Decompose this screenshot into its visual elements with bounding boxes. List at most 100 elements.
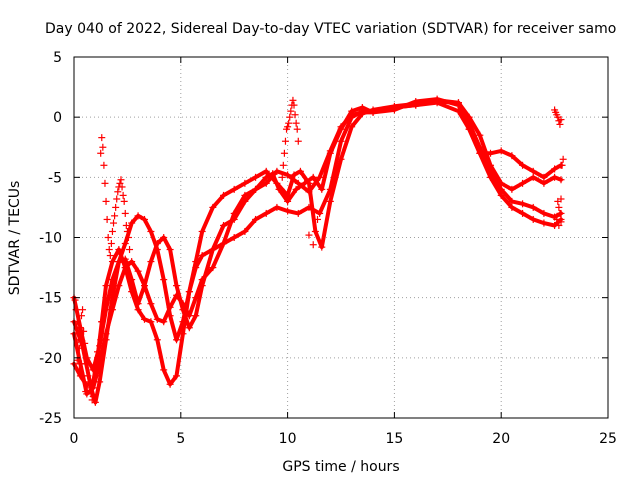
data-point [508, 203, 516, 211]
data-point [179, 306, 187, 314]
y-tick-label: 0 [53, 110, 62, 126]
data-point [529, 203, 537, 211]
data-point [75, 366, 83, 374]
plot-frame [73, 56, 609, 419]
data-point [497, 191, 505, 199]
data-point [497, 147, 505, 155]
data-point [118, 183, 126, 191]
data-point [166, 246, 174, 254]
data-point [147, 227, 155, 235]
data-point [230, 215, 238, 223]
data-point [487, 167, 495, 175]
data-point [98, 318, 106, 326]
data-point [540, 173, 548, 181]
data-point [97, 336, 105, 344]
data-point [121, 264, 129, 272]
data-point [116, 179, 124, 187]
data-point [121, 255, 129, 263]
data-point [465, 113, 473, 121]
data-point [241, 191, 249, 199]
data-point [88, 396, 96, 404]
data-point [128, 258, 136, 266]
data-point [179, 318, 187, 326]
data-point [529, 167, 537, 175]
data-point [348, 111, 356, 119]
data-point [117, 176, 125, 184]
data-point [124, 234, 132, 241]
data-point [230, 209, 238, 217]
data-point [293, 125, 301, 133]
data-point [412, 101, 420, 109]
data-point [160, 234, 168, 241]
data-point [284, 191, 292, 199]
data-point [285, 119, 293, 127]
data-point [91, 366, 99, 374]
data-point [123, 227, 131, 235]
y-axis-label: SDTVAR / TECUs [7, 181, 23, 296]
data-point [273, 167, 281, 175]
data-point [309, 173, 317, 181]
data-point [105, 246, 113, 254]
data-point [115, 258, 123, 266]
data-point [102, 282, 110, 290]
data-point [108, 258, 116, 266]
data-point [122, 221, 130, 229]
data-point [128, 219, 136, 227]
data-point [348, 123, 356, 131]
data-point [110, 219, 118, 227]
data-point [192, 258, 200, 266]
data-point [294, 179, 302, 187]
data-point [497, 179, 505, 187]
data-point [80, 327, 88, 335]
x-tick-label: 25 [599, 431, 617, 447]
data-point [309, 241, 317, 249]
data-point [126, 246, 134, 254]
data-point [390, 104, 398, 112]
data-point [273, 203, 281, 211]
data-point [296, 167, 304, 175]
data-point [519, 209, 527, 217]
data-point [454, 107, 462, 115]
series-line-trace-4 [72, 99, 563, 396]
data-point [102, 197, 110, 205]
data-point [104, 234, 112, 241]
data-point [508, 152, 516, 160]
data-point [92, 372, 100, 380]
data-point [326, 197, 334, 205]
data-point [96, 342, 104, 350]
data-point [294, 209, 302, 217]
data-point [318, 243, 326, 251]
data-point [290, 101, 298, 109]
data-point [553, 215, 561, 223]
data-point [557, 116, 565, 124]
data-point [102, 330, 110, 338]
data-point [97, 149, 105, 157]
data-point [230, 185, 238, 193]
data-point [86, 384, 94, 392]
data-point [529, 173, 537, 181]
data-point [284, 123, 292, 131]
data-point [262, 209, 270, 217]
data-point [96, 348, 104, 356]
data-point [540, 219, 548, 227]
data-point [121, 209, 129, 217]
data-point [252, 173, 260, 181]
data-point [134, 306, 142, 314]
data-point [115, 282, 123, 290]
data-point [147, 318, 155, 326]
data-point [134, 300, 142, 308]
data-point [291, 111, 299, 119]
data-point [292, 185, 300, 193]
data-point [198, 276, 206, 284]
data-point [166, 380, 174, 388]
x-tick-label: 5 [176, 431, 185, 447]
x-tick-label: 10 [279, 431, 297, 447]
data-point [314, 215, 322, 223]
data-point [519, 161, 527, 169]
data-point [95, 354, 103, 362]
data-point [140, 315, 148, 323]
data-point [476, 149, 484, 157]
data-point [209, 264, 217, 272]
data-point [153, 246, 161, 254]
